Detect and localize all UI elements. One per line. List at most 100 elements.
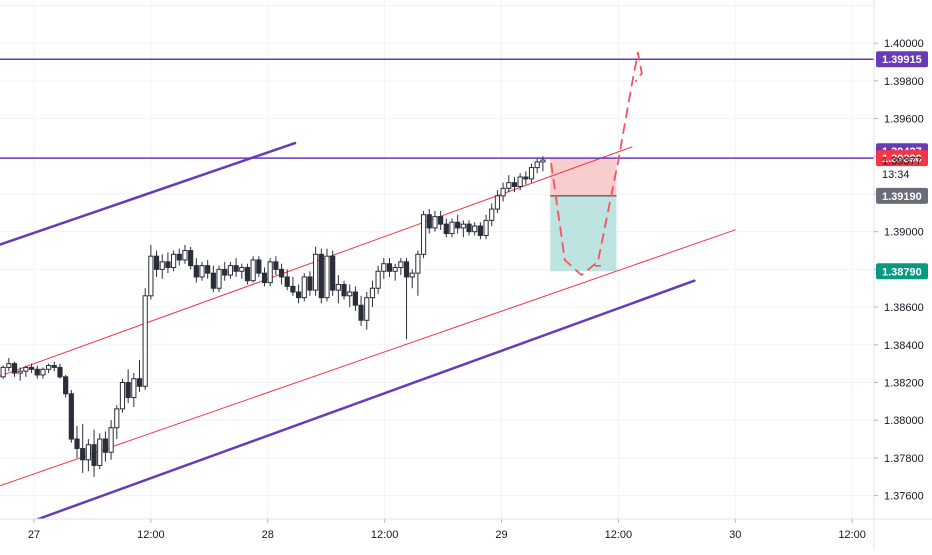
candle-body-down [57,366,63,378]
candle [119,378,126,413]
candle-body-up [415,253,421,274]
candle [23,365,29,377]
candle-body-up [517,176,523,187]
candle-body-up [170,253,177,269]
candle-body-up [313,253,319,291]
candle [438,210,444,230]
x-tick-label: 12:00 [838,529,866,541]
candle [449,218,455,238]
candle-body-up [301,276,307,299]
price-label-box [876,263,928,280]
price-labels: 1.399151.394271.393901.3937713:341.39190… [876,51,928,280]
candle-body-up [131,378,137,399]
candle-body-down [284,276,290,287]
price-label-text: 1.39377 [882,156,922,168]
candle-body-down [193,265,199,278]
candle-body-down [466,223,472,233]
candle [489,203,495,227]
y-tick-label: 1.38200 [884,377,924,389]
candle-body-down [295,291,302,299]
candle-body-up [534,161,540,169]
time-axis-panel[interactable] [0,519,932,550]
candle [364,292,370,330]
candle [210,265,216,293]
candle [136,359,143,392]
candle [386,258,393,277]
x-tick-label: 12:00 [371,529,399,541]
y-tick-label: 1.38600 [884,302,924,314]
y-tick-label: 1.39000 [884,227,924,239]
horizontal-levels[interactable] [0,58,874,159]
candle [74,425,80,458]
candle-body-up [199,265,205,278]
take-profit-zone[interactable] [550,195,617,272]
candle [534,158,540,174]
candle-body-down [63,376,69,395]
candle [477,222,483,240]
candle-body-down [68,393,74,440]
candle-body-up [227,265,234,276]
candle-body-up [381,263,387,272]
candle-body-up [17,370,23,374]
candle [250,256,256,283]
y-tick-label: 1.38000 [884,415,924,427]
candle-body-up [472,225,478,233]
candle [420,210,427,259]
candle-body-up [119,381,126,410]
candle-body-down [352,291,358,306]
candle [335,275,341,304]
candle [0,365,6,379]
price-label-text: 1.39390 [882,153,922,165]
candle-body-up [0,366,6,378]
candle-body-up [506,182,512,189]
candle-body-down [290,285,296,293]
candle [511,177,518,193]
candle [148,244,154,300]
trend-lines[interactable] [0,141,736,524]
x-tick-label: 30 [729,529,741,541]
candle [205,259,211,279]
candle [165,252,171,274]
candle-body-up [483,219,489,236]
candle-body-down [330,255,336,291]
candle-body-up [409,272,415,278]
candle-body-down [205,265,211,274]
candle [97,433,103,470]
position-tool[interactable] [550,158,617,272]
candle [233,258,239,277]
candle [341,280,347,300]
stop-loss-zone[interactable] [550,158,617,196]
candle [63,374,69,398]
candle [17,367,23,381]
trend-line-upper-channel-purple[interactable] [0,141,297,254]
candle [330,250,336,296]
candle [466,220,472,236]
candle [455,214,461,234]
candle-body-up [23,366,29,372]
candle-body-down [51,365,57,368]
candle [284,269,290,291]
projection-path-line[interactable] [550,51,643,276]
candle-body-up [46,365,52,370]
projection-path[interactable] [550,51,643,276]
candle-body-up [239,267,245,272]
price-label: 1.39190 [876,187,928,204]
candle-body-down [244,267,251,282]
candle [540,156,546,172]
candle [216,265,222,293]
candle-body-up [97,438,103,466]
candle-body-up [6,363,12,368]
candle [91,429,97,477]
candle [352,286,358,311]
candle [227,261,234,279]
candle [108,420,114,460]
x-tick-label: 27 [28,529,40,541]
candle [46,363,52,374]
trend-line-lower-channel-purple[interactable] [28,279,696,524]
candle-body-up [182,250,188,261]
candle-body-up [528,167,535,180]
candle [472,222,478,236]
candle [347,284,353,308]
